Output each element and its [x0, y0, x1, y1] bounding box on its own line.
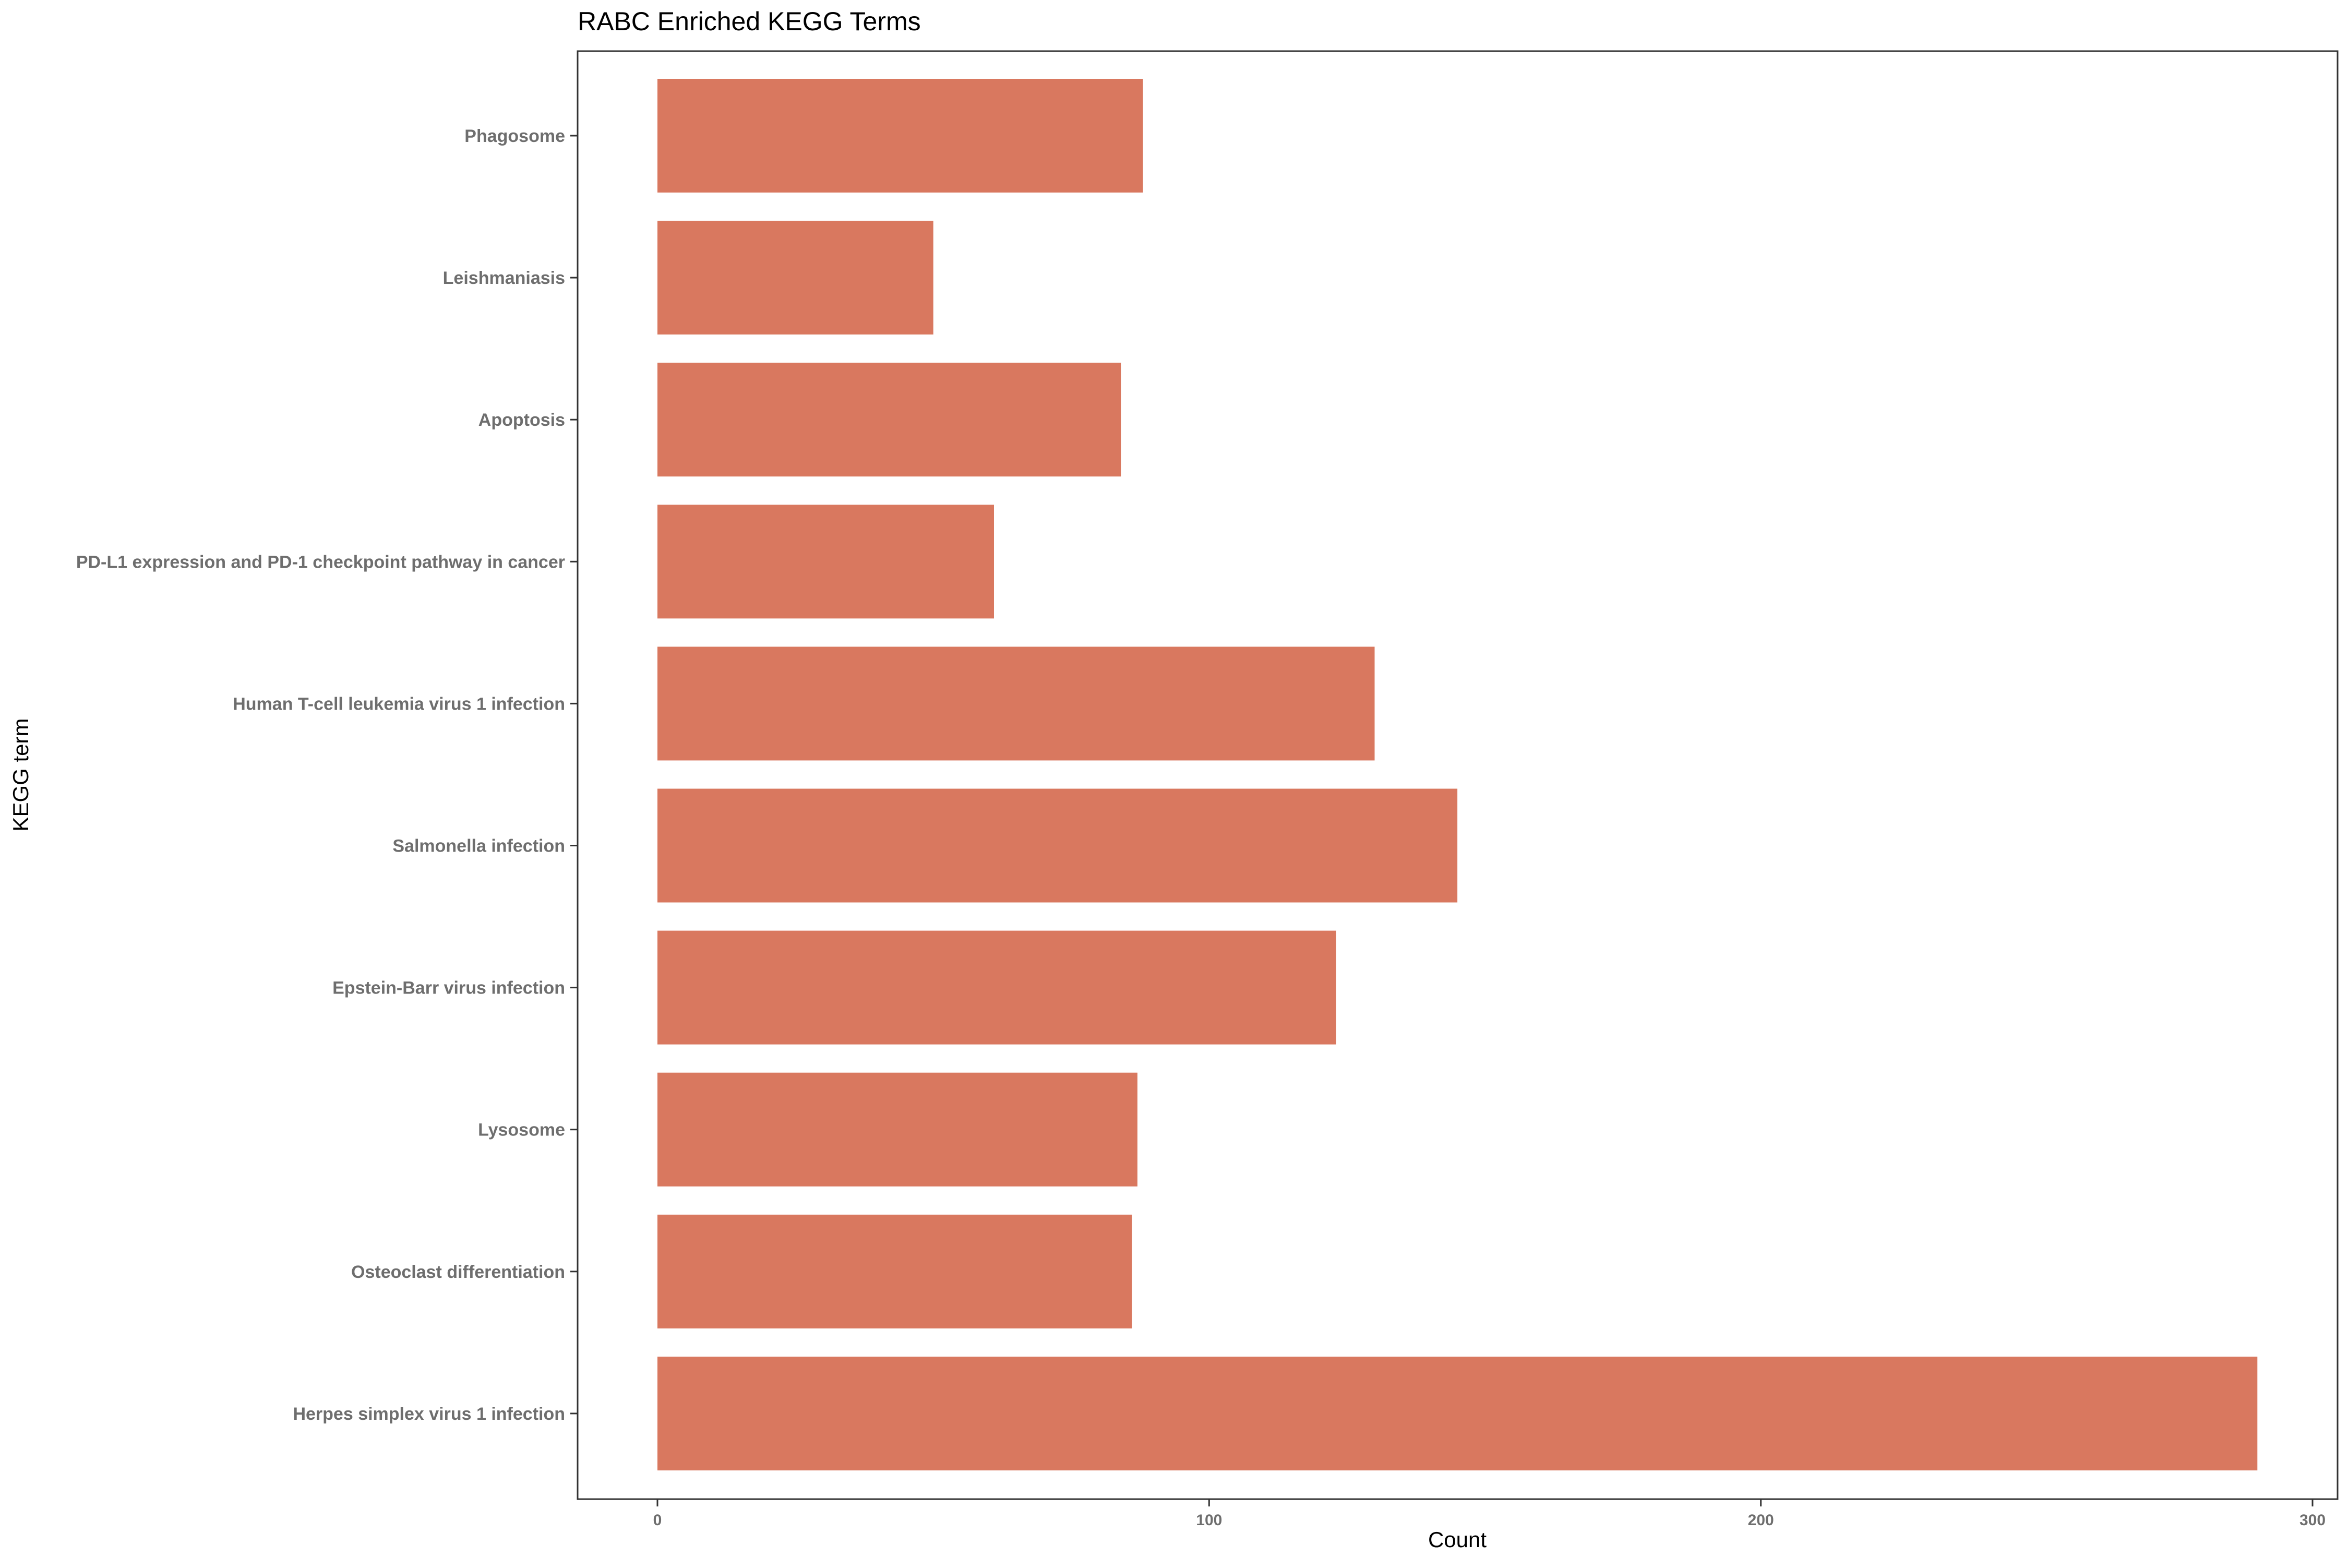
- bar-4: [657, 505, 994, 619]
- x-tick-label-2: 100: [1196, 1512, 1222, 1529]
- x-axis-title: Count: [1428, 1527, 1487, 1552]
- y-tick-label-9: Osteoclast differentiation: [351, 1262, 565, 1282]
- bar-8: [657, 1072, 1137, 1187]
- y-tick-label-1: Phagosome: [464, 126, 565, 146]
- y-axis: Phagosome Leishmaniasis Apoptosis PD-L1 exp…: [76, 126, 578, 1424]
- y-tick-label-10: Herpes simplex virus 1 infection: [293, 1404, 565, 1424]
- bar-3: [657, 363, 1121, 477]
- bar-1: [657, 79, 1143, 193]
- bar-6: [657, 788, 1458, 903]
- plot-panel: [577, 50, 2339, 1500]
- x-tick-label-4: 300: [2299, 1512, 2326, 1529]
- x-tick-label-3: 200: [1748, 1512, 1774, 1529]
- bar-7: [657, 930, 1336, 1045]
- x-axis: 0 100 200 300: [653, 1499, 2326, 1529]
- y-tick-label-6: Salmonella infection: [392, 836, 565, 856]
- y-tick-label-7: Epstein-Barr virus infection: [332, 978, 565, 998]
- bar-2: [657, 221, 933, 335]
- y-tick-label-3: Apoptosis: [478, 410, 565, 430]
- x-tick-label-1: 0: [653, 1512, 662, 1529]
- chart-title: RABC Enriched KEGG Terms: [578, 7, 921, 36]
- y-tick-label-8: Lysosome: [478, 1120, 565, 1140]
- bar-10: [657, 1356, 2258, 1470]
- bar-5: [657, 647, 1375, 761]
- bars-layer: [657, 79, 2258, 1470]
- y-tick-label-2: Leishmaniasis: [443, 268, 565, 288]
- y-tick-label-5: Human T-cell leukemia virus 1 infection: [233, 694, 565, 714]
- bar-9: [657, 1214, 1132, 1328]
- y-tick-label-4: PD-L1 expression and PD-1 checkpoint pat…: [76, 552, 565, 572]
- y-axis-title: KEGG term: [8, 718, 33, 831]
